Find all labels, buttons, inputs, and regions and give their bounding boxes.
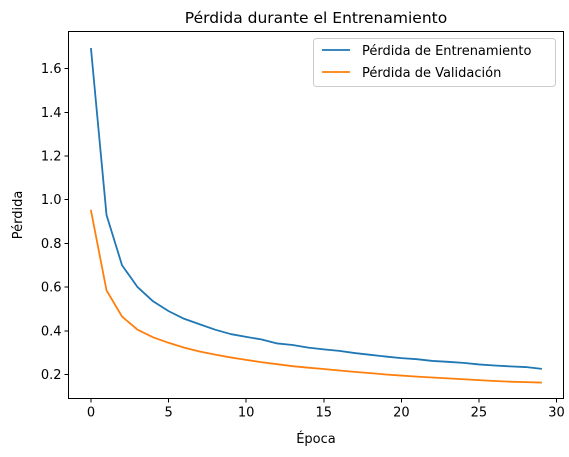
- x-tick-label: 10: [238, 406, 255, 421]
- y-axis-label: Pérdida: [11, 191, 26, 240]
- x-tick-label: 25: [471, 406, 488, 421]
- x-tick-label: 15: [315, 406, 332, 421]
- y-tick-label: 1.0: [41, 193, 62, 208]
- x-tick-label: 0: [87, 406, 95, 421]
- x-tick-label: 20: [393, 406, 410, 421]
- x-axis-label: Época: [296, 431, 336, 447]
- series-layer: [89, 48, 542, 384]
- y-tick-label: 0.6: [41, 281, 62, 296]
- x-axis-ticks: 0 5 10 15 20 25 30: [87, 398, 565, 421]
- series-line-validation: [89, 209, 542, 384]
- series-line-training: [90, 48, 542, 370]
- legend-box: [313, 38, 556, 87]
- y-tick-label: 0.8: [41, 237, 62, 252]
- y-tick-label: 0.4: [41, 324, 62, 339]
- legend-label-training: Pérdida de Entrenamiento: [362, 44, 532, 59]
- y-tick-label: 1.2: [41, 150, 62, 165]
- y-tick-label: 0.2: [41, 368, 62, 383]
- chart-title: Pérdida durante el Entrenamiento: [185, 9, 447, 27]
- y-tick-label: 1.4: [41, 106, 62, 121]
- legend: Pérdida de Entrenamiento Pérdida de Vali…: [313, 38, 556, 87]
- x-tick-label: 30: [548, 406, 565, 421]
- x-tick-label: 5: [164, 406, 172, 421]
- y-axis-ticks: 0.2 0.4 0.6 0.8 1.0 1.2 1.4 1.6: [41, 62, 69, 383]
- legend-label-validation: Pérdida de Validación: [362, 66, 501, 81]
- plot-frame: [68, 31, 564, 399]
- y-tick-label: 1.6: [41, 62, 62, 77]
